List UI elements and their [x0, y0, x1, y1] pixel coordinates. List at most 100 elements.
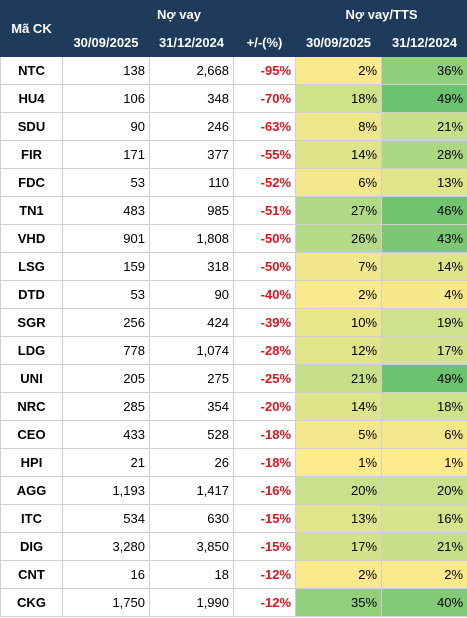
table-row: ITC 534 630 -15% 13% 16% [0, 504, 467, 533]
debt-2025-cell: 256 [62, 308, 150, 337]
debt-2024-cell: 985 [149, 196, 234, 225]
debt-2024-cell: 246 [149, 112, 234, 141]
table-row: HU4 106 348 -70% 18% 49% [0, 84, 467, 113]
header-change: +/-(%) [232, 28, 297, 57]
change-cell: -70% [232, 84, 297, 113]
ratio-2025-cell: 5% [295, 420, 383, 449]
ratio-2024-cell: 36% [381, 56, 467, 85]
ratio-2025-cell: 10% [295, 308, 383, 337]
change-cell: -51% [232, 196, 297, 225]
ratio-2025-cell: 13% [295, 504, 383, 533]
table-row: CNT 16 18 -12% 2% 2% [0, 560, 467, 589]
change-cell: -28% [232, 336, 297, 365]
ratio-2024-cell: 16% [381, 504, 467, 533]
ratio-2024-cell: 49% [381, 364, 467, 393]
change-cell: -12% [232, 588, 297, 617]
ratio-2024-cell: 2% [381, 560, 467, 589]
header-code: Mã CK [0, 0, 63, 57]
code-cell: LDG [0, 336, 63, 365]
table-row: FDC 53 110 -52% 6% 13% [0, 168, 467, 197]
table-row: NTC 138 2,668 -95% 2% 36% [0, 56, 467, 85]
change-cell: -63% [232, 112, 297, 141]
debt-2024-cell: 1,990 [149, 588, 234, 617]
header-ratio-2025: 30/09/2025 [295, 28, 383, 57]
table-row: SDU 90 246 -63% 8% 21% [0, 112, 467, 141]
debt-2025-cell: 483 [62, 196, 150, 225]
debt-2025-cell: 90 [62, 112, 150, 141]
code-cell: LSG [0, 252, 63, 281]
debt-2024-cell: 1,417 [149, 476, 234, 505]
ratio-2024-cell: 1% [381, 448, 467, 477]
change-cell: -25% [232, 364, 297, 393]
table-row: UNI 205 275 -25% 21% 49% [0, 364, 467, 393]
change-cell: -18% [232, 448, 297, 477]
debt-2024-cell: 110 [149, 168, 234, 197]
code-cell: ITC [0, 504, 63, 533]
table-row: DTD 53 90 -40% 2% 4% [0, 280, 467, 309]
ratio-2024-cell: 40% [381, 588, 467, 617]
debt-2024-cell: 3,850 [149, 532, 234, 561]
code-cell: NRC [0, 392, 63, 421]
debt-2025-cell: 433 [62, 420, 150, 449]
table-row: TN1 483 985 -51% 27% 46% [0, 196, 467, 225]
ratio-2024-cell: 18% [381, 392, 467, 421]
code-cell: FDC [0, 168, 63, 197]
debt-2024-cell: 528 [149, 420, 234, 449]
debt-2025-cell: 21 [62, 448, 150, 477]
table-header: Mã CK Nợ vay Nợ vay/TTS 30/09/2025 31/12… [0, 0, 467, 57]
table-row: CEO 433 528 -18% 5% 6% [0, 420, 467, 449]
debt-2024-cell: 1,074 [149, 336, 234, 365]
code-cell: SDU [0, 112, 63, 141]
change-cell: -40% [232, 280, 297, 309]
ratio-2025-cell: 2% [295, 560, 383, 589]
table-row: LDG 778 1,074 -28% 12% 17% [0, 336, 467, 365]
debt-2024-cell: 18 [149, 560, 234, 589]
code-cell: DIG [0, 532, 63, 561]
code-cell: FIR [0, 140, 63, 169]
debt-2025-cell: 106 [62, 84, 150, 113]
ratio-2025-cell: 35% [295, 588, 383, 617]
code-cell: SGR [0, 308, 63, 337]
ratio-2024-cell: 19% [381, 308, 467, 337]
ratio-2024-cell: 6% [381, 420, 467, 449]
ratio-2024-cell: 21% [381, 112, 467, 141]
ratio-2024-cell: 13% [381, 168, 467, 197]
table-row: DIG 3,280 3,850 -15% 17% 21% [0, 532, 467, 561]
ratio-2024-cell: 14% [381, 252, 467, 281]
debt-2025-cell: 53 [62, 168, 150, 197]
code-cell: NTC [0, 56, 63, 85]
debt-2025-cell: 205 [62, 364, 150, 393]
debt-2025-cell: 778 [62, 336, 150, 365]
code-cell: AGG [0, 476, 63, 505]
debt-2024-cell: 275 [149, 364, 234, 393]
ratio-2024-cell: 43% [381, 224, 467, 253]
code-cell: HPI [0, 448, 63, 477]
debt-2025-cell: 159 [62, 252, 150, 281]
change-cell: -95% [232, 56, 297, 85]
ratio-2025-cell: 27% [295, 196, 383, 225]
table-row: CKG 1,750 1,990 -12% 35% 40% [0, 588, 467, 617]
change-cell: -15% [232, 532, 297, 561]
header-ratio-2024: 31/12/2024 [381, 28, 467, 57]
ratio-2024-cell: 17% [381, 336, 467, 365]
table-row: HPI 21 26 -18% 1% 1% [0, 448, 467, 477]
ratio-2025-cell: 2% [295, 56, 383, 85]
ratio-2024-cell: 46% [381, 196, 467, 225]
debt-2024-cell: 318 [149, 252, 234, 281]
code-cell: UNI [0, 364, 63, 393]
table-row: VHD 901 1,808 -50% 26% 43% [0, 224, 467, 253]
header-debt: Nợ vay [61, 0, 297, 29]
debt-2025-cell: 1,750 [62, 588, 150, 617]
table-row: NRC 285 354 -20% 14% 18% [0, 392, 467, 421]
debt-2025-cell: 1,193 [62, 476, 150, 505]
ratio-2025-cell: 17% [295, 532, 383, 561]
debt-2025-cell: 16 [62, 560, 150, 589]
debt-2024-cell: 630 [149, 504, 234, 533]
ratio-2025-cell: 14% [295, 140, 383, 169]
debt-2024-cell: 2,668 [149, 56, 234, 85]
table-row: LSG 159 318 -50% 7% 14% [0, 252, 467, 281]
ratio-2025-cell: 14% [295, 392, 383, 421]
ratio-2025-cell: 2% [295, 280, 383, 309]
code-cell: HU4 [0, 84, 63, 113]
